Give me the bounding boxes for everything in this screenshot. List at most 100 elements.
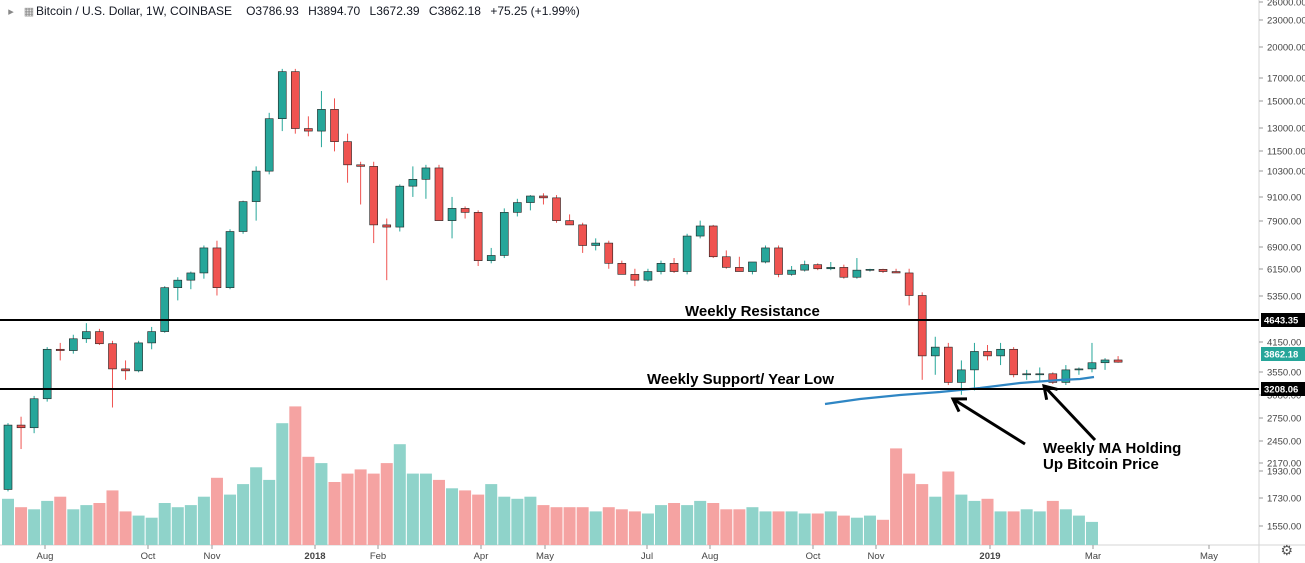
candle-down: [917, 295, 927, 357]
candle-down: [708, 225, 718, 258]
volume-bar: [432, 479, 445, 545]
x-tick-label: Feb: [370, 551, 386, 562]
candle-up: [957, 369, 966, 383]
volume-bar: [171, 507, 184, 545]
candle-up: [225, 231, 235, 288]
x-tick-label: Oct: [141, 551, 156, 562]
candle-up: [69, 338, 78, 351]
volume-bar: [224, 494, 237, 545]
x-tick-label: Aug: [702, 551, 719, 562]
y-tick-label: 9100.00: [1267, 193, 1301, 204]
candle-up: [852, 269, 862, 278]
candle-down: [774, 247, 783, 275]
candle-up: [996, 348, 1005, 357]
resistance-price-tag-bg: [1261, 313, 1305, 327]
volume-bar: [145, 517, 158, 545]
arrow-to-ma-head: [1042, 383, 1058, 401]
candle-up: [264, 118, 274, 172]
volume-bar: [903, 473, 916, 545]
x-tick-label: May: [536, 551, 554, 562]
candle-down: [343, 141, 352, 166]
high-value: H3894.70: [308, 4, 361, 18]
candle-up: [1035, 373, 1045, 376]
candle-up: [513, 202, 522, 213]
volume-bar: [263, 479, 276, 545]
candle-down: [669, 263, 679, 272]
volume-bar: [707, 503, 720, 545]
candle-down: [382, 224, 392, 228]
candle-down: [878, 269, 888, 272]
candle-up: [238, 201, 248, 232]
volume-bar: [93, 503, 106, 545]
candle-down: [330, 109, 339, 142]
open-value: O3786.93: [246, 4, 299, 18]
candle-up: [277, 71, 287, 120]
volume-bar: [28, 509, 41, 545]
volume-bar: [1007, 511, 1020, 545]
volume-bar: [354, 469, 367, 545]
volume-bar: [106, 490, 119, 545]
volume-bar: [250, 467, 263, 545]
volume-bar: [563, 507, 576, 545]
volume-bar: [811, 513, 824, 545]
x-axis: Aug Oct Nov 2018 Feb Apr May Jul Aug Oct Nov 2019 Ma…: [37, 545, 1218, 562]
candle-up: [1087, 362, 1097, 370]
volume-bar: [380, 463, 393, 545]
candle-up: [447, 208, 457, 221]
volume-bar: [1046, 500, 1059, 545]
candle-up: [826, 267, 836, 270]
volume-bar: [367, 473, 380, 545]
volume-bar: [328, 482, 341, 545]
candle-down: [1048, 373, 1058, 383]
candle-up: [1061, 369, 1071, 383]
volume-bar: [197, 496, 210, 545]
volume-bar: [929, 496, 942, 545]
candle-down: [212, 247, 222, 288]
candle-down: [121, 368, 130, 372]
candle-up: [970, 351, 979, 371]
support-label: Weekly Support/ Year Low: [647, 371, 834, 388]
y-tick-label: 15000.00: [1267, 97, 1305, 108]
volume-bar: [237, 484, 250, 545]
y-tick-label: 11500.00: [1267, 147, 1305, 158]
volume-bar: [968, 500, 981, 545]
volume-bar: [67, 509, 80, 545]
y-tick-label: 26000.00: [1267, 0, 1305, 9]
symbol-title: Bitcoin / U.S. Dollar, 1W, COINBASE: [36, 4, 233, 18]
volume-bar: [863, 515, 876, 545]
current-price-tag: 3862.18: [1264, 350, 1298, 361]
y-tick-label: 10300.00: [1267, 167, 1305, 178]
candle-down: [630, 274, 640, 281]
resistance-label: Weekly Resistance: [685, 303, 820, 320]
candle-down: [604, 242, 614, 264]
candle-down: [839, 267, 849, 278]
volume-bar: [210, 477, 223, 545]
candle-up: [395, 185, 405, 228]
collapse-icon[interactable]: ▸: [8, 5, 14, 18]
volume-bar: [341, 473, 354, 545]
volume-bar: [746, 507, 759, 545]
volume-bar: [681, 505, 694, 545]
symbol-icon: ▦: [23, 5, 35, 18]
close-value: C3862.18: [428, 4, 481, 18]
candle-up: [787, 269, 796, 275]
volume-bar: [184, 505, 197, 545]
candle-up: [695, 225, 705, 237]
candle-up: [1022, 373, 1031, 376]
x-tick-label: Nov: [204, 551, 221, 562]
volume-bar: [877, 519, 890, 545]
candle-up: [3, 424, 13, 490]
volume-bar: [981, 498, 994, 545]
candle-up: [421, 167, 431, 180]
candle-down: [891, 271, 901, 274]
volume-bar: [524, 496, 537, 545]
y-tick-label: 7900.00: [1267, 217, 1301, 228]
volume-bar: [694, 500, 707, 545]
volume-bar: [576, 507, 589, 545]
settings-gear-icon[interactable]: ⚙: [1280, 542, 1293, 558]
y-tick-label: 4150.00: [1267, 338, 1301, 349]
y-tick-label: 2170.00: [1267, 459, 1301, 470]
candle-up: [82, 331, 91, 340]
y-tick-label: 1550.00: [1267, 522, 1301, 533]
candle-up: [591, 242, 601, 246]
